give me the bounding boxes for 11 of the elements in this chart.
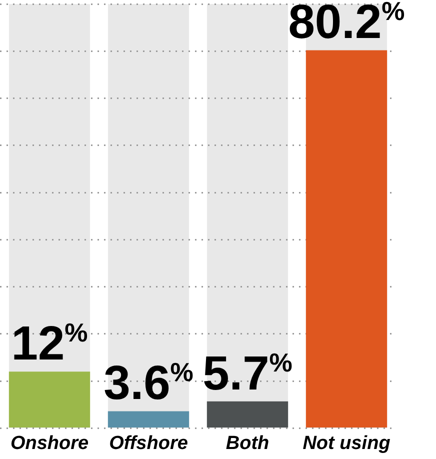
- x-tick-label: Not using: [302, 432, 391, 454]
- data-label: 5.7%: [202, 347, 292, 400]
- data-label: 3.6%: [104, 357, 194, 410]
- data-label: 80.2%: [288, 0, 405, 50]
- data-label: 12%: [11, 318, 88, 371]
- bar: [108, 411, 190, 428]
- bar: [8, 372, 90, 428]
- x-tick-label: Both: [226, 432, 270, 454]
- x-tick-label: Offshore: [109, 432, 188, 454]
- x-tick-label: Onshore: [10, 432, 89, 454]
- bar: [206, 401, 288, 428]
